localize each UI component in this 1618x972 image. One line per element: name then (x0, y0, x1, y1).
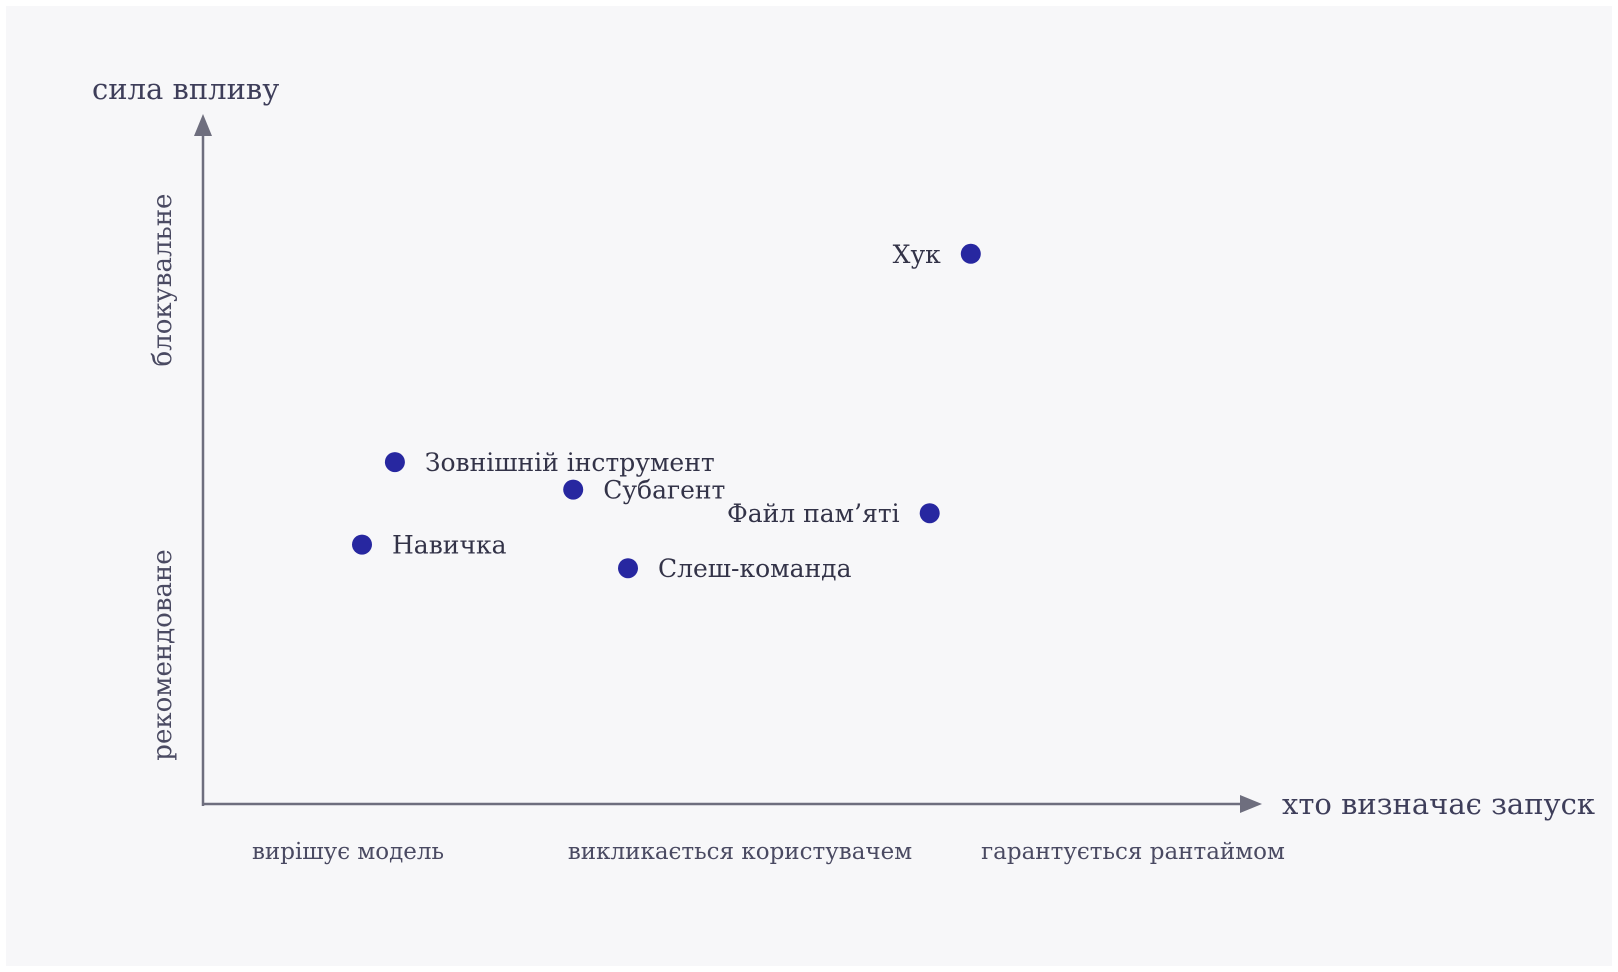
axes (194, 114, 1262, 813)
y-axis-arrow (194, 114, 212, 136)
data-point (352, 534, 372, 555)
y-tick-label: блокувальне (148, 194, 178, 367)
y-tick-label: рекомендоване (148, 549, 178, 760)
y-axis-title: сила впливу (92, 72, 279, 106)
data-point-label: Зовнішній інструмент (425, 448, 715, 477)
x-axis-arrow (1240, 795, 1262, 813)
data-point (960, 243, 981, 264)
data-point-label: Слеш-команда (658, 554, 852, 583)
x-tick-labels: вирішує модель викликається користувачем г… (252, 839, 1285, 865)
data-point (563, 479, 584, 500)
data-point-label: Хук (893, 240, 942, 269)
x-axis-title: хто визначає запуск (1282, 787, 1595, 821)
data-point (919, 503, 940, 524)
x-tick-label: гарантується рантаймом (981, 839, 1285, 865)
data-point-label: Навичка (392, 531, 507, 560)
x-tick-label: вирішує модель (252, 839, 444, 865)
y-tick-labels: рекомендоване блокувальне (148, 194, 178, 761)
data-point (618, 558, 638, 579)
data-point-label: Субагент (603, 476, 725, 505)
data-point-label: Файл пам’яті (727, 499, 900, 528)
data-point (384, 452, 405, 473)
x-tick-label: викликається користувачем (568, 839, 912, 865)
chart-panel (6, 6, 1612, 966)
